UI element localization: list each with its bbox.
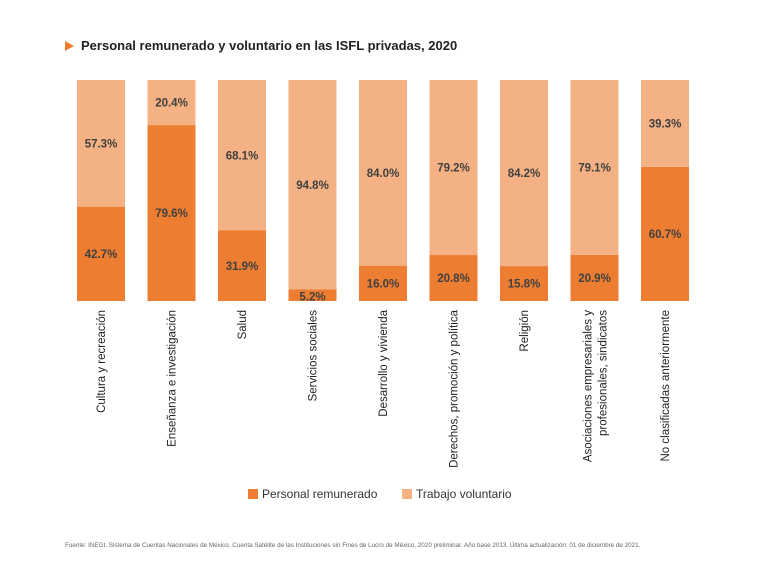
data-label-volunteer-0: 57.3% (85, 138, 118, 150)
category-label-1: Enseñanza e investigación (167, 310, 179, 447)
chart-title-row: Personal remunerado y voluntario en las … (65, 38, 457, 53)
bar-paid-2 (218, 230, 266, 301)
bar-volunteer-3 (288, 80, 337, 290)
category-label-4: Desarrollo y vivienda (378, 309, 390, 416)
bar-volunteer-5 (429, 80, 478, 256)
bar-volunteer-6 (500, 80, 548, 267)
data-label-paid-6: 15.8% (508, 279, 541, 291)
title-arrow-icon (65, 40, 74, 51)
bar-paid-4 (359, 265, 407, 301)
category-label-6: Religión (519, 310, 531, 352)
bar-paid-7 (570, 254, 619, 301)
data-label-paid-2: 31.9% (226, 261, 259, 273)
bar-volunteer-4 (359, 80, 407, 266)
bar-paid-8 (641, 166, 689, 301)
data-label-paid-4: 16.0% (367, 278, 400, 290)
bar-volunteer-7 (570, 80, 619, 255)
category-label-7: Asociaciones empresariales y profesionale… (583, 310, 610, 462)
bar-paid-6 (500, 266, 548, 301)
bar-volunteer-0 (77, 80, 125, 207)
bar-paid-0 (77, 206, 125, 301)
data-label-paid-3: 5.2% (299, 292, 325, 304)
data-label-paid-0: 42.7% (85, 249, 118, 261)
data-label-volunteer-7: 79.1% (578, 162, 611, 174)
bar-paid-3 (288, 289, 337, 301)
data-label-volunteer-3: 94.8% (296, 180, 329, 192)
data-label-volunteer-6: 84.2% (508, 168, 541, 180)
bar-volunteer-1 (147, 80, 196, 126)
legend-swatch-volunteer (402, 489, 412, 499)
category-label-3: Servicios sociales (308, 310, 320, 402)
bar-volunteer-2 (218, 80, 266, 231)
data-label-volunteer-4: 84.0% (367, 168, 400, 180)
legend-swatch-paid (248, 489, 258, 499)
source-note: Fuente: INEGI. Sistema de Cuentas Nacion… (65, 542, 641, 549)
data-label-paid-5: 20.8% (437, 273, 470, 285)
data-label-paid-1: 79.6% (155, 208, 188, 220)
data-label-volunteer-8: 39.3% (649, 118, 682, 130)
bar-paid-1 (147, 125, 196, 301)
category-label-2: Salud (237, 310, 249, 339)
data-label-paid-8: 60.7% (649, 229, 682, 241)
data-label-paid-7: 20.9% (578, 273, 611, 285)
data-label-volunteer-5: 79.2% (437, 163, 470, 175)
category-label-5: Derechos, promoción y política (449, 309, 461, 467)
data-label-volunteer-2: 68.1% (226, 150, 259, 162)
category-label-0: Cultura y recreación (96, 310, 108, 413)
category-label-8: No clasificadas anteriormente (660, 310, 672, 462)
bar-volunteer-8 (641, 80, 689, 167)
legend-label-paid: Personal remunerado (262, 487, 378, 501)
bar-paid-5 (429, 255, 478, 301)
legend-label-volunteer: Trabajo voluntario (416, 487, 512, 501)
chart-title: Personal remunerado y voluntario en las … (81, 38, 458, 53)
data-label-volunteer-1: 20.4% (155, 98, 188, 110)
